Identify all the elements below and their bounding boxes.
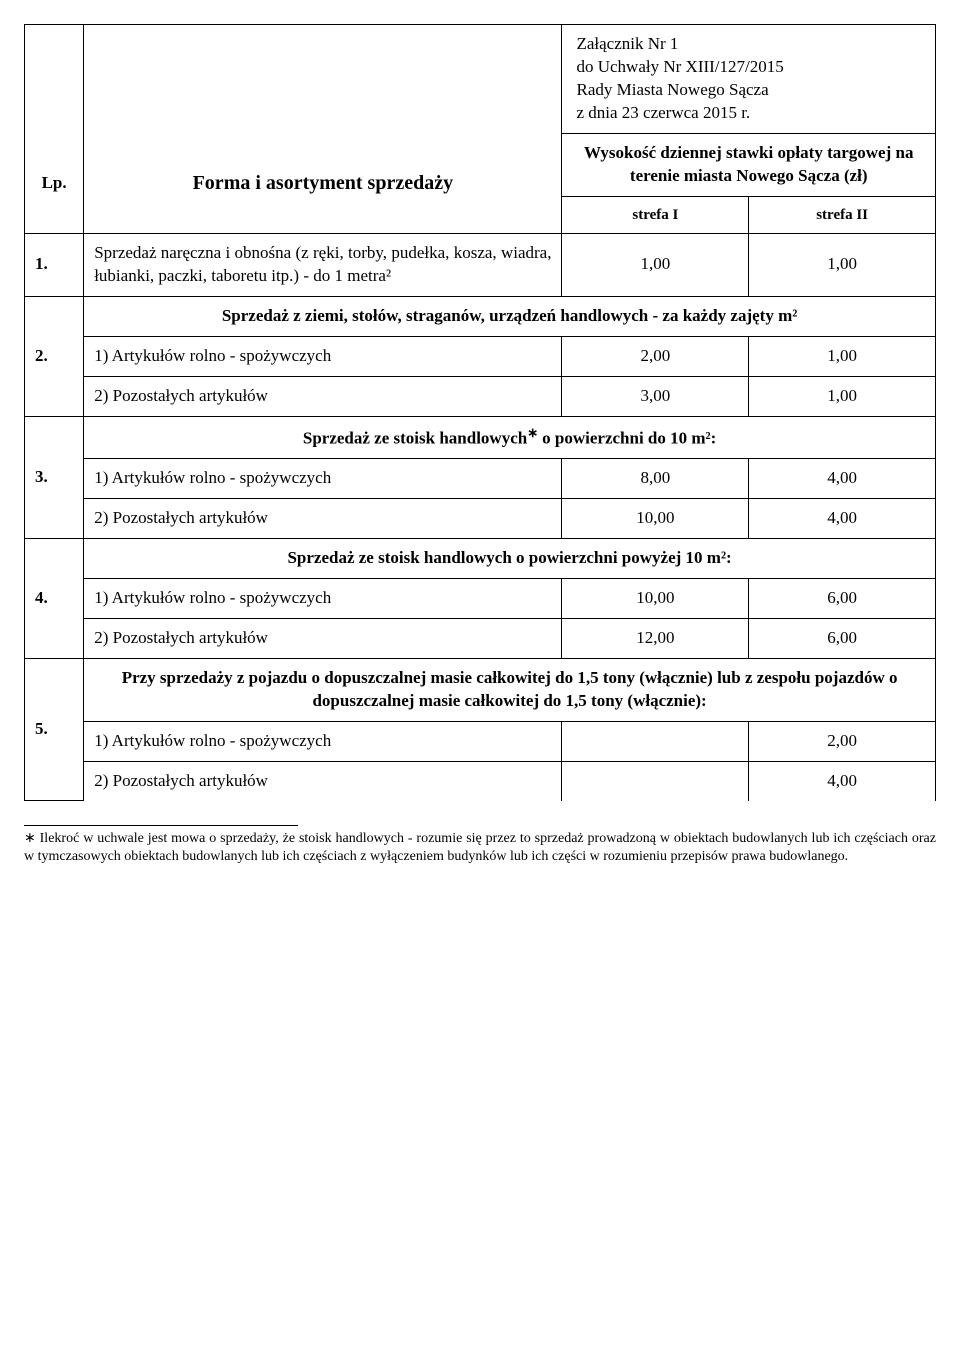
row-5-sub1-v1	[562, 721, 749, 761]
row-3-sub1-label: 1) Artykułów rolno - spożywczych	[84, 459, 562, 499]
header-forma: Forma i asortyment sprzedaży	[84, 133, 562, 233]
row-1-desc: Sprzedaż naręczna i obnośna (z ręki, tor…	[84, 233, 562, 296]
row-2-sub2: 2) Pozostałych artykułów 3,00 1,00	[25, 376, 936, 416]
row-5-lp: 5.	[25, 658, 84, 800]
row-3-sub1: 1) Artykułów rolno - spożywczych 8,00 4,…	[25, 459, 936, 499]
row-3-heading-post: o powierzchni do 10 m²:	[538, 428, 716, 447]
footnote-separator	[24, 825, 298, 826]
row-5-sub2-v1	[562, 761, 749, 800]
footnote-marker: ∗	[24, 831, 36, 846]
row-3-sub1-v1: 8,00	[562, 459, 749, 499]
header-strefa1: strefa I	[562, 196, 749, 233]
row-3-sub1-v2: 4,00	[749, 459, 936, 499]
footnote-text: Ilekroć w uchwale jest mowa o sprzedaży,…	[24, 831, 936, 864]
row-4-heading-text: Sprzedaż ze stoisk handlowych o powierzc…	[84, 539, 936, 579]
row-5-sub2: 2) Pozostałych artykułów 4,00	[25, 761, 936, 800]
row-4-sub2-v2: 6,00	[749, 618, 936, 658]
row-3-sub2: 2) Pozostałych artykułów 10,00 4,00	[25, 499, 936, 539]
row-2-lp: 2.	[25, 296, 84, 416]
row-1-v2: 1,00	[749, 233, 936, 296]
footnote: ∗ Ilekroć w uchwale jest mowa o sprzedaż…	[24, 830, 936, 866]
attachment-line-2: do Uchwały Nr XIII/127/2015	[576, 56, 925, 79]
row-5-sub2-v2: 4,00	[749, 761, 936, 800]
header-strefa2: strefa II	[749, 196, 936, 233]
row-5-sub2-label: 2) Pozostałych artykułów	[84, 761, 562, 800]
empty-cell	[84, 25, 562, 134]
row-2-heading: 2. Sprzedaż z ziemi, stołów, straganów, …	[25, 296, 936, 336]
fee-table: Załącznik Nr 1 do Uchwały Nr XIII/127/20…	[24, 24, 936, 801]
row-3-sub2-label: 2) Pozostałych artykułów	[84, 499, 562, 539]
row-2-sub1-label: 1) Artykułów rolno - spożywczych	[84, 336, 562, 376]
row-4-sub2-v1: 12,00	[562, 618, 749, 658]
row-5-sub1-label: 1) Artykułów rolno - spożywczych	[84, 721, 562, 761]
row-4-sub1-v2: 6,00	[749, 578, 936, 618]
attachment-cell: Załącznik Nr 1 do Uchwały Nr XIII/127/20…	[562, 25, 936, 134]
header-rate-title: Wysokość dziennej stawki opłaty targowej…	[562, 133, 936, 196]
empty-cell	[25, 25, 84, 134]
row-1-v1: 1,00	[562, 233, 749, 296]
row-4-sub1: 1) Artykułów rolno - spożywczych 10,00 6…	[25, 578, 936, 618]
row-2-sub2-label: 2) Pozostałych artykułów	[84, 376, 562, 416]
row-1: 1. Sprzedaż naręczna i obnośna (z ręki, …	[25, 233, 936, 296]
row-2-heading-text: Sprzedaż z ziemi, stołów, straganów, urz…	[84, 296, 936, 336]
row-2-sub1-v1: 2,00	[562, 336, 749, 376]
row-5-heading-text: Przy sprzedaży z pojazdu o dopuszczalnej…	[84, 658, 936, 721]
row-3-sub2-v1: 10,00	[562, 499, 749, 539]
row-5-sub1-v2: 2,00	[749, 721, 936, 761]
attachment-line-3: Rady Miasta Nowego Sącza	[576, 79, 925, 102]
row-3-heading-pre: Sprzedaż ze stoisk handlowych	[303, 428, 527, 447]
row-2-sub1: 1) Artykułów rolno - spożywczych 2,00 1,…	[25, 336, 936, 376]
row-3-lp: 3.	[25, 416, 84, 538]
row-3-sub2-v2: 4,00	[749, 499, 936, 539]
row-4-lp: 4.	[25, 539, 84, 659]
row-4-sub1-v1: 10,00	[562, 578, 749, 618]
row-5-sub1: 1) Artykułów rolno - spożywczych 2,00	[25, 721, 936, 761]
row-4-sub2-label: 2) Pozostałych artykułów	[84, 618, 562, 658]
row-2-sub1-v2: 1,00	[749, 336, 936, 376]
row-3-heading: 3. Sprzedaż ze stoisk handlowych∗ o powi…	[25, 416, 936, 459]
footnote-marker-icon: ∗	[527, 426, 538, 440]
row-5-heading: 5. Przy sprzedaży z pojazdu o dopuszczal…	[25, 658, 936, 721]
attachment-line-1: Załącznik Nr 1	[576, 33, 925, 56]
row-4-sub1-label: 1) Artykułów rolno - spożywczych	[84, 578, 562, 618]
row-4-sub2: 2) Pozostałych artykułów 12,00 6,00	[25, 618, 936, 658]
attachment-line-4: z dnia 23 czerwca 2015 r.	[576, 102, 925, 125]
row-3-heading-text: Sprzedaż ze stoisk handlowych∗ o powierz…	[84, 416, 936, 459]
header-row-1: Lp. Forma i asortyment sprzedaży Wysokoś…	[25, 133, 936, 196]
row-4-heading: 4. Sprzedaż ze stoisk handlowych o powie…	[25, 539, 936, 579]
attachment-row: Załącznik Nr 1 do Uchwały Nr XIII/127/20…	[25, 25, 936, 134]
header-lp: Lp.	[25, 133, 84, 233]
row-2-sub2-v1: 3,00	[562, 376, 749, 416]
row-1-lp: 1.	[25, 233, 84, 296]
row-2-sub2-v2: 1,00	[749, 376, 936, 416]
